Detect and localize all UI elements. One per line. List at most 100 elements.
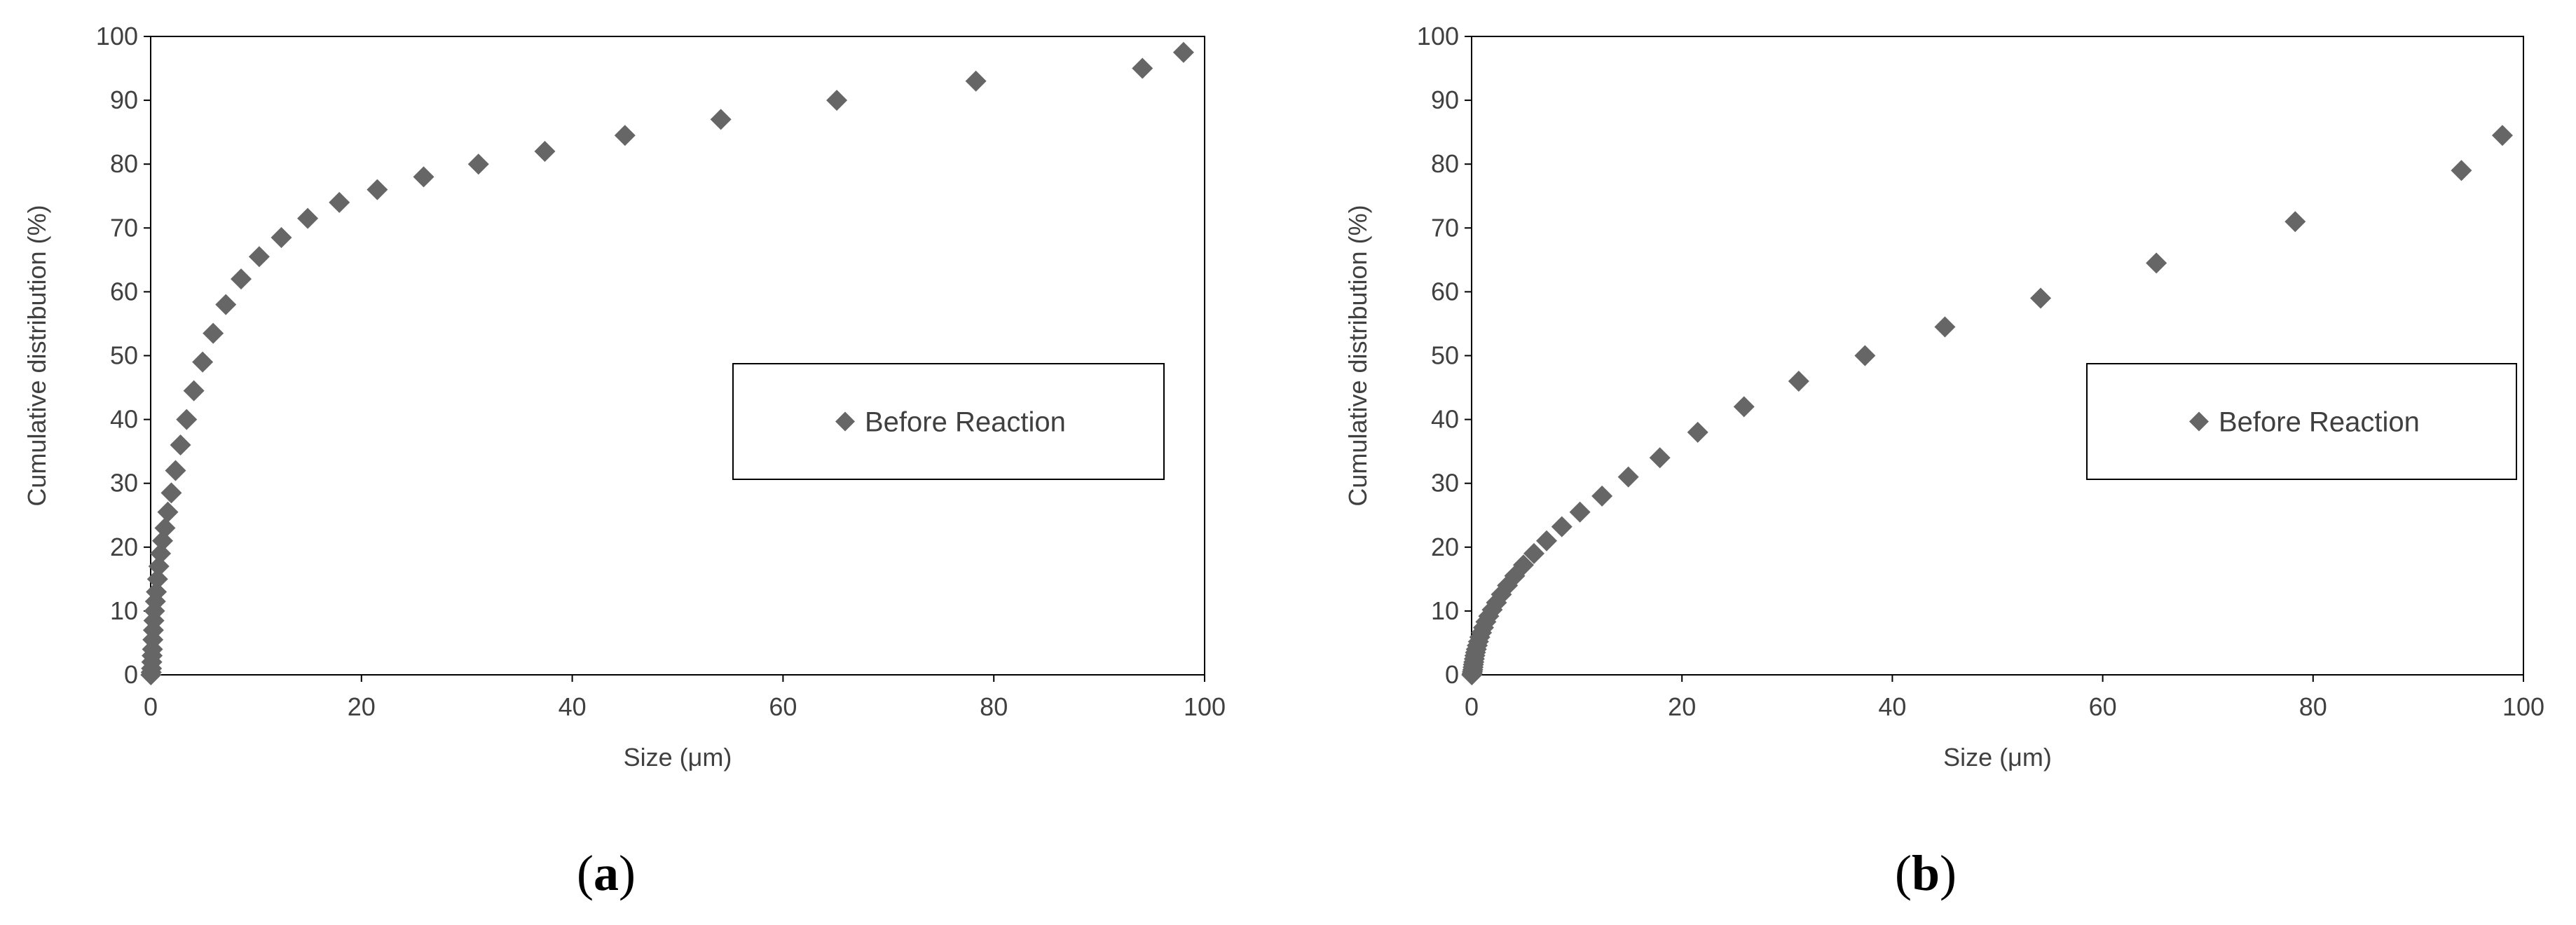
plot-area <box>1471 36 2524 676</box>
y-axis-title: Cumulative distribution (%) <box>22 205 51 506</box>
x-tick-label: 0 <box>144 692 158 721</box>
data-point <box>170 434 191 456</box>
data-point <box>192 351 214 373</box>
x-tick-label: 60 <box>2089 692 2117 721</box>
y-tick-label: 60 <box>1431 277 1459 306</box>
data-point <box>2146 252 2167 274</box>
legend-box <box>2086 363 2517 480</box>
data-point <box>176 409 198 430</box>
data-point <box>366 179 388 200</box>
y-tick-label: 100 <box>1417 22 1459 50</box>
y-tick-label: 50 <box>110 341 138 370</box>
data-point <box>534 140 556 162</box>
data-point <box>1551 516 1573 537</box>
data-point <box>215 294 237 315</box>
x-tick-label: 40 <box>1878 692 1906 721</box>
x-tick-label: 80 <box>980 692 1008 721</box>
data-point <box>1934 316 1956 338</box>
data-point <box>146 581 167 603</box>
data-point <box>248 246 270 268</box>
y-tick-label: 10 <box>1431 596 1459 625</box>
data-point <box>1854 345 1876 366</box>
y-tick-label: 60 <box>110 277 138 306</box>
data-point <box>1172 41 1194 63</box>
data-point <box>160 482 182 504</box>
data-point <box>710 109 732 130</box>
x-tick-label: 0 <box>1465 692 1479 721</box>
y-tick-label: 80 <box>1431 149 1459 178</box>
data-point <box>413 166 434 188</box>
chart-a: 0 10 20 30 40 50 60 70 80 90 100 0 20 40 60 80 100 Size (… <box>22 22 1226 772</box>
data-point <box>150 542 172 564</box>
y-tick-label: 90 <box>110 85 138 114</box>
data-point <box>165 460 186 481</box>
data-point <box>2491 125 2513 146</box>
data-point <box>1733 396 1755 418</box>
chart-panel-a: 0 10 20 30 40 50 60 70 80 90 100 0 20 40 60 80 100 Size (… <box>22 22 1226 901</box>
data-point <box>203 322 224 344</box>
y-tick-label: 100 <box>96 22 138 50</box>
chart-b: 0 10 20 30 40 50 60 70 80 90 100 0 20 40 60 80 100 Size (… <box>1343 22 2544 772</box>
data-point <box>1569 501 1591 523</box>
data-point <box>157 501 179 523</box>
legend-label: Before Reaction <box>865 407 1066 438</box>
chart-panel-b: 0 10 20 30 40 50 60 70 80 90 100 0 20 40 60 80 100 Size (… <box>1288 0 2576 925</box>
x-tick-label: 100 <box>1184 692 1226 721</box>
x-tick-label: 40 <box>559 692 587 721</box>
data-point <box>614 125 636 146</box>
data-point <box>1504 565 1526 587</box>
y-axis-title: Cumulative distribution (%) <box>1343 205 1372 506</box>
y-tick-label: 80 <box>110 149 138 178</box>
data-point <box>146 568 168 590</box>
data-point <box>1788 370 1809 392</box>
data-point <box>467 153 489 175</box>
y-tick-label: 90 <box>1431 85 1459 114</box>
data-point <box>183 380 205 402</box>
y-tick-label: 20 <box>110 533 138 561</box>
y-tick-label: 40 <box>1431 405 1459 434</box>
plot-area <box>150 36 1205 676</box>
data-point <box>1523 542 1545 564</box>
legend-box <box>732 363 1165 480</box>
data-point <box>2451 160 2472 181</box>
legend-marker <box>835 411 855 432</box>
x-axis-title: Size (μm) <box>624 743 732 772</box>
data-point <box>1536 530 1558 551</box>
data-point <box>1649 447 1671 469</box>
x-tick-label: 80 <box>2299 692 2327 721</box>
data-point <box>826 90 848 111</box>
x-tick-label: 100 <box>2502 692 2544 721</box>
y-tick-label: 50 <box>1431 341 1459 370</box>
data-point <box>1512 554 1534 576</box>
y-tick-label: 30 <box>1431 469 1459 498</box>
x-tick-label: 60 <box>769 692 797 721</box>
panel-label-b: (b) <box>1894 845 1957 901</box>
x-tick-label: 20 <box>348 692 376 721</box>
data-point <box>270 226 292 248</box>
data-point <box>154 517 176 539</box>
data-point <box>1132 57 1153 79</box>
y-tick-label: 0 <box>124 660 138 689</box>
data-point <box>329 191 350 213</box>
data-point <box>2030 287 2052 309</box>
y-tick-label: 40 <box>110 405 138 434</box>
data-point <box>965 70 987 92</box>
data-point <box>231 268 252 290</box>
legend-marker <box>2189 411 2209 432</box>
data-point <box>297 207 319 229</box>
data-point <box>1687 421 1708 443</box>
x-axis-title: Size (μm) <box>1943 743 2052 772</box>
y-tick-label: 0 <box>1445 660 1459 689</box>
panel-label-a: (a) <box>577 845 636 901</box>
y-tick-label: 70 <box>1431 213 1459 242</box>
y-tick-label: 10 <box>110 596 138 625</box>
data-point <box>2284 211 2306 233</box>
data-point <box>148 556 170 577</box>
data-point <box>1481 599 1503 621</box>
y-tick-label: 30 <box>110 469 138 498</box>
legend-label: Before Reaction <box>2219 407 2420 438</box>
data-point <box>1591 485 1613 507</box>
y-tick-label: 70 <box>110 213 138 242</box>
x-tick-label: 20 <box>1668 692 1696 721</box>
y-tick-label: 20 <box>1431 533 1459 561</box>
